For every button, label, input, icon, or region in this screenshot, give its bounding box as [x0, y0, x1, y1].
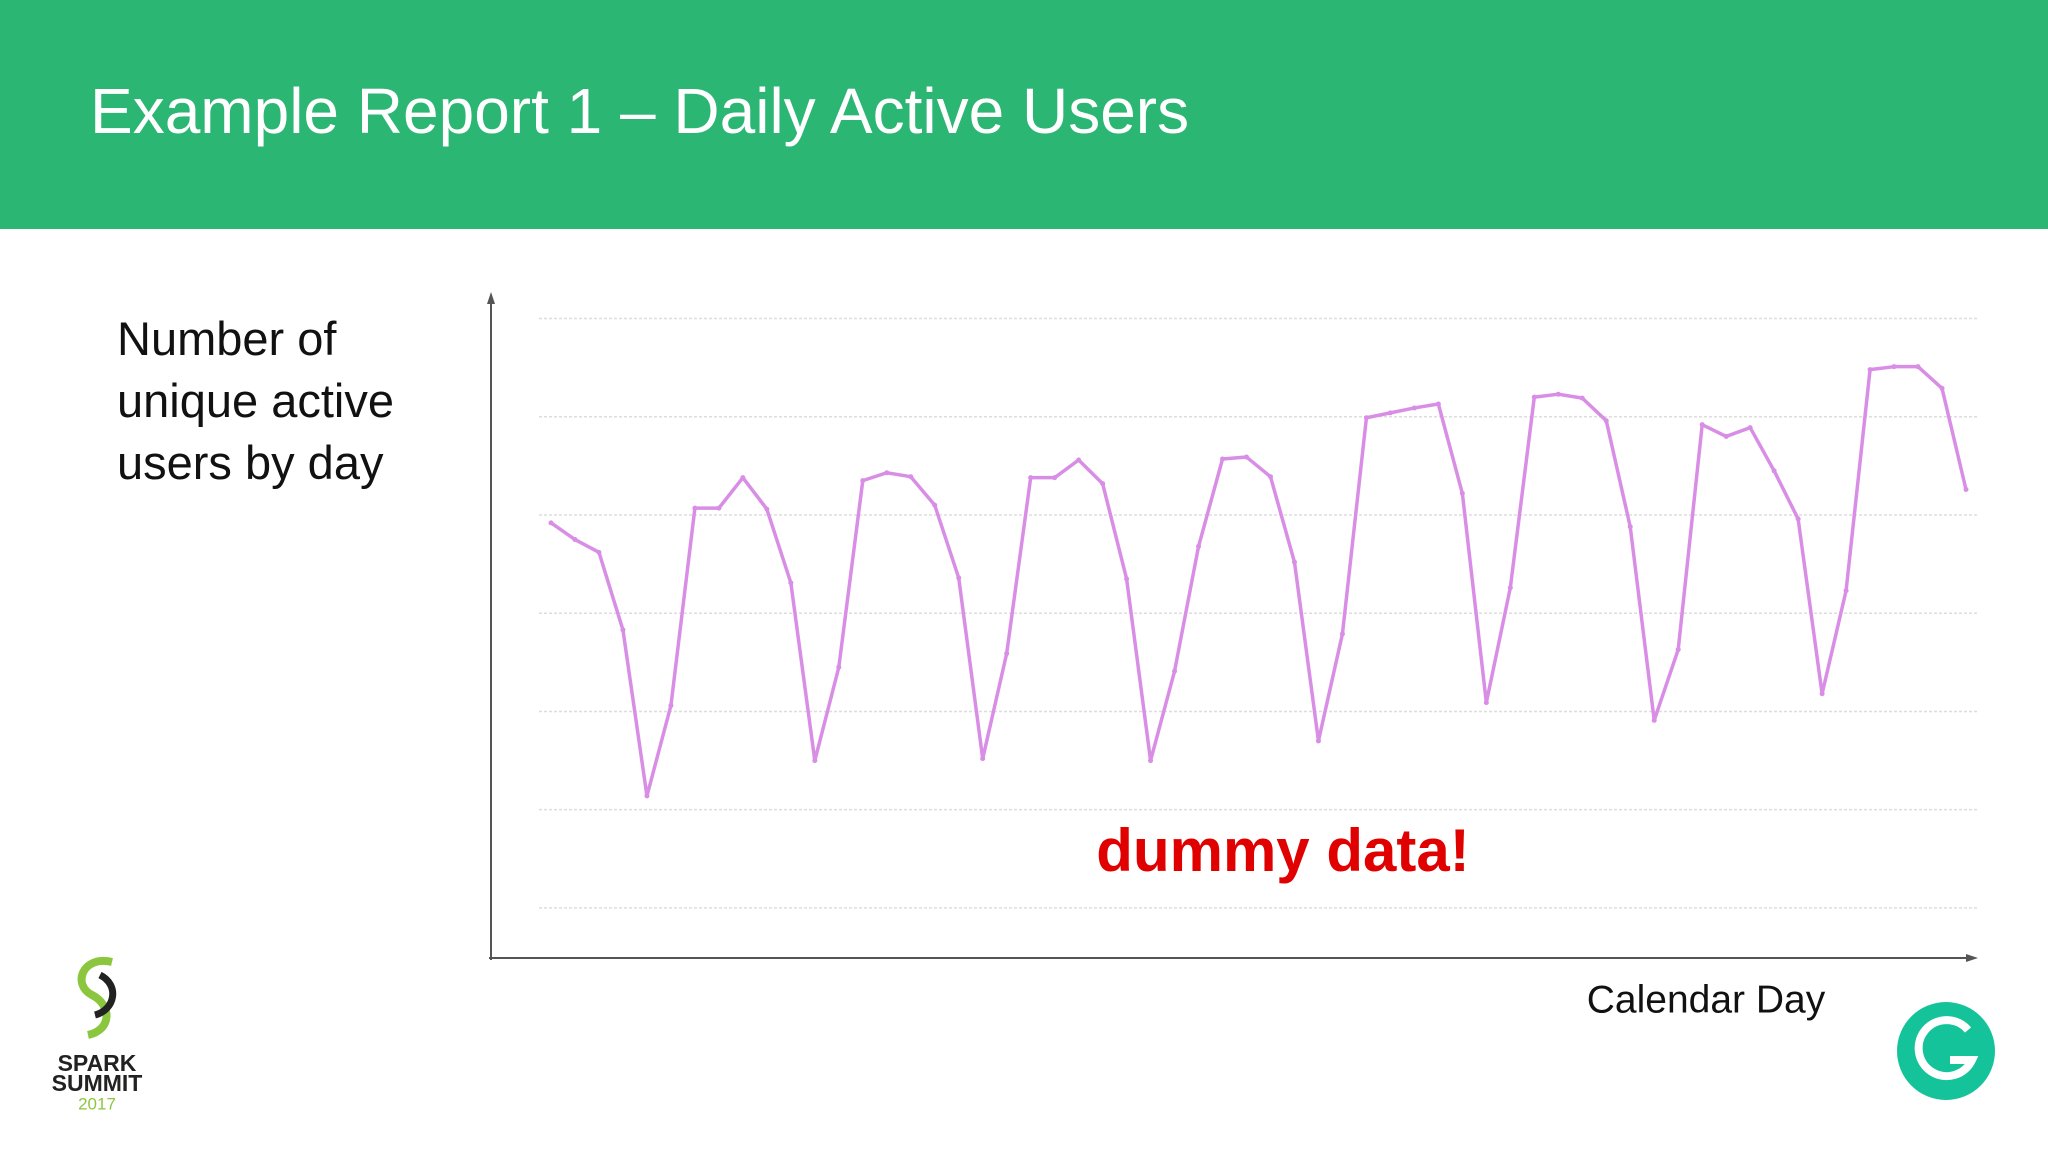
data-point: [764, 506, 770, 512]
data-point: [1795, 516, 1801, 522]
logo-swirl: [93, 971, 117, 1019]
data-point: [1315, 738, 1321, 744]
data-point: [1004, 651, 1010, 657]
data-point: [1339, 631, 1345, 637]
logo-text: 2017: [78, 1094, 116, 1113]
data-point: [1627, 524, 1633, 530]
data-point: [644, 793, 650, 799]
data-point: [1387, 410, 1393, 416]
data-point: [1963, 486, 1969, 492]
data-point: [1867, 367, 1873, 373]
data-point: [1891, 364, 1897, 370]
x-axis-arrow: [1966, 954, 1978, 962]
data-point: [1651, 717, 1657, 723]
data-point: [1723, 433, 1729, 439]
data-point: [1100, 481, 1106, 487]
data-point: [812, 758, 818, 764]
logo-text: SUMMIT: [52, 1070, 143, 1096]
data-point: [1196, 543, 1202, 549]
data-point: [1747, 425, 1753, 431]
data-point: [1819, 691, 1825, 697]
data-point: [884, 470, 890, 476]
data-point: [1076, 457, 1082, 463]
y-axis-label: Number of unique active users by day: [117, 312, 394, 489]
data-point: [1459, 490, 1465, 496]
data-point: [836, 664, 842, 670]
data-point: [1531, 394, 1537, 400]
data-point: [1939, 385, 1945, 391]
data-point: [1915, 364, 1921, 370]
data-point: [620, 627, 626, 633]
data-point: [1675, 647, 1681, 653]
data-point: [980, 756, 986, 762]
data-point: [1771, 468, 1777, 474]
data-point: [1220, 456, 1226, 462]
data-point: [788, 580, 794, 586]
data-point: [1148, 758, 1154, 764]
data-point: [1291, 559, 1297, 565]
data-point: [1699, 422, 1705, 428]
data-point: [596, 549, 602, 555]
data-point: [1555, 391, 1561, 397]
data-point: [1843, 588, 1849, 594]
data-point: [1579, 395, 1585, 401]
data-point: [1172, 668, 1178, 674]
data-point: [1052, 475, 1058, 481]
y-axis-arrow: [487, 292, 495, 304]
data-point: [1435, 401, 1441, 407]
data-point: [1363, 415, 1369, 421]
data-point: [1483, 700, 1489, 706]
data-point: [548, 520, 554, 526]
data-point: [716, 505, 722, 511]
spark-logo: SPARK SUMMIT 2017: [52, 956, 143, 1113]
grammarly-logo: [1897, 1002, 1995, 1100]
data-point: [1267, 474, 1273, 480]
data-point: [668, 703, 674, 709]
x-axis-label: Calendar Day: [1587, 978, 1826, 1021]
data-point: [1244, 454, 1250, 460]
data-line: [550, 364, 1968, 798]
logo-g: [1914, 1016, 1979, 1081]
data-point: [692, 505, 698, 511]
data-point: [1411, 405, 1417, 411]
header-bar: [0, 0, 2048, 229]
data-point: [740, 475, 746, 481]
data-point: [1603, 418, 1609, 424]
data-point: [932, 502, 938, 508]
logo-circle: [1897, 1002, 1995, 1100]
logo-text: SPARK: [58, 1050, 137, 1076]
data-point: [572, 537, 578, 543]
data-point: [1507, 585, 1513, 591]
data-point: [860, 478, 866, 484]
data-point: [908, 474, 914, 480]
slide-title: Example Report 1 – Daily Active Users: [90, 75, 1190, 147]
data-point: [1028, 475, 1034, 481]
data-point: [956, 575, 962, 581]
logo-swirl: [77, 956, 113, 1039]
data-point: [1124, 576, 1130, 582]
annotation: dummy data!: [1096, 817, 1469, 884]
